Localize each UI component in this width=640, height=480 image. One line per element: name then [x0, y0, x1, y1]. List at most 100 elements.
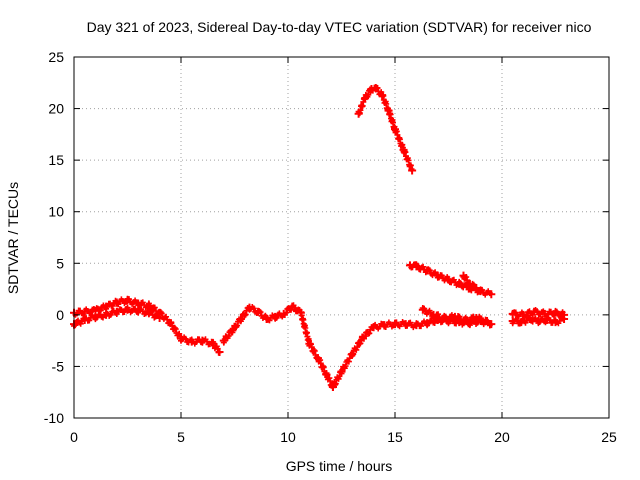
data-point: [391, 125, 399, 134]
data-point: [198, 336, 207, 345]
y-tick-label: 10: [48, 204, 64, 220]
data-point: [112, 307, 121, 316]
data-point: [408, 166, 417, 175]
data-point: [80, 316, 89, 325]
y-tick-label: 20: [48, 101, 64, 117]
series-trace: [329, 314, 493, 391]
data-point: [455, 279, 464, 288]
data-point: [540, 309, 549, 318]
data-point: [245, 303, 254, 312]
grid-lines: [74, 57, 609, 418]
data-point: [288, 302, 297, 311]
data-point: [236, 314, 245, 323]
data-point: [461, 316, 470, 325]
data-point: [412, 262, 421, 271]
data-point: [391, 320, 399, 329]
y-tick-label: -5: [52, 358, 65, 374]
y-axis-label: SDTVAR / TECUs: [5, 182, 21, 294]
data-point: [487, 290, 496, 299]
data-point: [328, 383, 337, 392]
data-point: [144, 308, 153, 317]
series-arc-7: [405, 261, 496, 299]
data-point: [429, 310, 438, 319]
data-point: [361, 94, 370, 103]
data-point: [102, 302, 111, 311]
y-tick-label: 5: [56, 255, 64, 271]
data-point: [418, 305, 427, 314]
series-arc-8: [459, 271, 481, 293]
data-point: [123, 296, 132, 305]
data-point: [380, 321, 389, 330]
data-point: [371, 83, 380, 92]
data-point: [384, 106, 393, 115]
data-point: [144, 301, 153, 310]
data-point: [405, 261, 414, 270]
data-point: [423, 266, 432, 275]
x-axis-label: GPS time / hours: [286, 458, 393, 474]
data-point: [123, 305, 132, 314]
data-point: [279, 309, 288, 318]
data-point: [187, 337, 196, 346]
data-point: [476, 287, 485, 296]
data-point: [450, 312, 459, 321]
data-point: [358, 333, 367, 342]
x-tick-label: 5: [177, 429, 185, 445]
data-point: [517, 318, 526, 327]
data-point: [134, 306, 143, 315]
data-point: [209, 339, 218, 348]
data-point: [519, 310, 528, 319]
series-arc-4: [328, 314, 496, 392]
data-point: [399, 145, 408, 154]
data-point: [177, 334, 185, 343]
data-point: [378, 91, 387, 100]
data-point: [433, 271, 442, 280]
data-point: [472, 284, 481, 293]
series-arc-3: [219, 302, 337, 392]
data-point: [369, 323, 378, 332]
data-point: [262, 314, 271, 323]
data-point: [354, 109, 363, 118]
data-point: [465, 279, 474, 288]
data-point: [313, 354, 322, 363]
data-point: [155, 313, 164, 322]
data-point: [112, 298, 121, 307]
series-arc-5: [418, 305, 492, 326]
series-arc-10: [508, 307, 569, 320]
x-tick-label: 10: [280, 429, 296, 445]
data-point: [296, 308, 305, 317]
data-point: [551, 318, 560, 327]
series-arc-6: [354, 83, 417, 175]
y-tick-label: 25: [48, 49, 64, 65]
data-point: [91, 312, 100, 321]
data-point: [134, 299, 143, 308]
data-point: [440, 313, 449, 322]
data-point: [483, 317, 492, 326]
data-point: [534, 317, 543, 326]
data-point: [166, 319, 175, 328]
data-point: [551, 308, 560, 317]
data-point: [530, 307, 539, 316]
y-tick-label: 15: [48, 152, 64, 168]
data-point: [459, 271, 468, 280]
data-point: [508, 317, 517, 326]
x-tick-label: 25: [601, 429, 617, 445]
data-point: [560, 310, 569, 319]
data-point: [337, 367, 346, 376]
data-point: [254, 307, 263, 316]
data-point: [508, 309, 517, 318]
data-point: [367, 84, 376, 93]
data-point: [271, 312, 280, 321]
data-point: [102, 310, 111, 319]
data-point: [423, 319, 432, 328]
series-arc-1: [70, 295, 224, 356]
data-point: [80, 307, 89, 316]
y-tick-label: -10: [44, 410, 64, 426]
data-point: [472, 313, 481, 322]
data-series: [70, 83, 569, 392]
axis-ticks: 0 5 10 15 20 25 -10 -5 0 5 10 15 20 25: [44, 49, 617, 445]
y-tick-label: 0: [56, 307, 64, 323]
data-point: [322, 370, 331, 379]
data-point: [305, 339, 314, 348]
data-point: [412, 321, 421, 330]
